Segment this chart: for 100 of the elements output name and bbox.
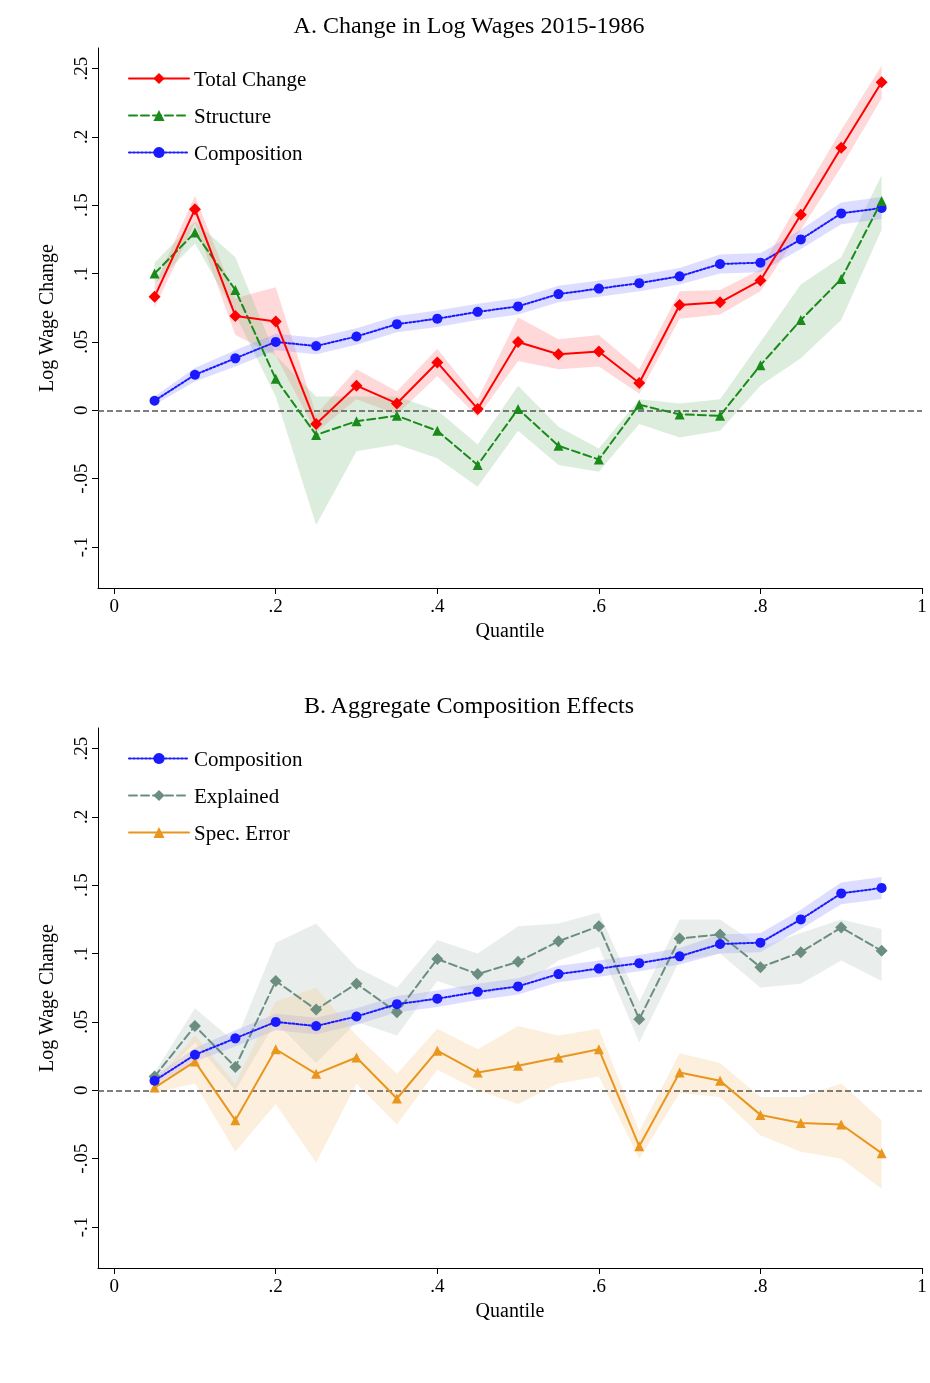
x-tick-label: .8 [753, 595, 768, 616]
point [351, 331, 362, 342]
point [472, 1067, 483, 1078]
point [148, 290, 161, 303]
point [674, 409, 685, 420]
point [512, 335, 525, 348]
point [391, 410, 402, 421]
y-tick-label: .2 [70, 809, 91, 824]
y-tick-label: .25 [70, 736, 91, 761]
point [633, 1013, 646, 1026]
point [270, 1016, 281, 1027]
point [431, 953, 444, 966]
point [553, 969, 564, 980]
x-tick-label: .8 [753, 1275, 768, 1296]
point [229, 1061, 242, 1074]
point [755, 360, 766, 371]
point [593, 454, 604, 465]
x-tick-label: .6 [591, 1275, 606, 1296]
point [715, 1075, 726, 1086]
point [471, 402, 484, 415]
point [715, 939, 726, 949]
point [755, 257, 766, 268]
point [230, 353, 241, 364]
point [432, 993, 443, 1004]
point [714, 296, 727, 309]
point [875, 76, 888, 89]
point [673, 299, 686, 312]
point [836, 208, 847, 219]
point [269, 974, 282, 987]
point [553, 289, 564, 300]
point [149, 1075, 160, 1086]
point [835, 141, 848, 154]
x-axis-title: Quantile [475, 618, 545, 641]
point [431, 356, 444, 369]
point [351, 416, 362, 427]
legend-label: Explained [194, 783, 280, 808]
y-axis-title: Log Wage Change [35, 923, 58, 1072]
point [512, 955, 525, 968]
point [149, 395, 160, 406]
point [674, 951, 685, 962]
legend-label: Composition [194, 746, 304, 771]
point [513, 981, 524, 992]
y-tick-label: -.05 [70, 1143, 91, 1174]
point [876, 882, 887, 893]
point [432, 1045, 443, 1056]
point [592, 920, 605, 933]
point [876, 1148, 887, 1159]
point [350, 379, 363, 392]
point [715, 259, 726, 269]
point [795, 234, 806, 245]
y-tick-label: 0 [70, 1085, 91, 1096]
point [592, 345, 605, 358]
point [875, 944, 888, 957]
point [795, 914, 806, 925]
chart-title: A. Change in Log Wages 2015-1986 [293, 12, 645, 38]
point [229, 309, 242, 322]
point [390, 397, 403, 410]
y-tick-label: .05 [70, 330, 91, 354]
y-tick-label: .15 [70, 193, 91, 218]
point [552, 348, 565, 361]
y-tick-label: -.05 [70, 463, 91, 494]
point [189, 227, 200, 238]
legend-label: Composition [194, 140, 304, 165]
point [794, 946, 807, 959]
point [714, 928, 727, 941]
point [188, 1020, 201, 1033]
point [391, 1093, 402, 1104]
x-axis-title: Quantile [475, 1298, 545, 1321]
point [513, 1060, 524, 1071]
point [310, 417, 323, 430]
point [189, 1049, 200, 1060]
chart-title: B. Aggregate Composition Effects [303, 692, 635, 718]
point [634, 1141, 645, 1152]
point [270, 1044, 281, 1055]
point [432, 425, 443, 436]
point [673, 932, 686, 945]
point [795, 315, 806, 326]
point [593, 1044, 604, 1055]
point [391, 319, 402, 330]
point [754, 274, 767, 287]
legend-label: Spec. Error [194, 820, 290, 845]
point [351, 1052, 362, 1063]
x-tick-label: .4 [430, 1275, 445, 1296]
point [634, 958, 645, 969]
legend-label: Total Change [194, 66, 307, 91]
x-tick-label: .6 [591, 595, 606, 616]
point [513, 301, 524, 312]
point [754, 961, 767, 974]
y-tick-label: .05 [70, 1010, 91, 1034]
point [230, 1033, 241, 1044]
x-tick-label: .4 [430, 595, 445, 616]
x-tick-label: .2 [268, 595, 283, 616]
y-tick-label: .15 [70, 873, 91, 898]
point [674, 1067, 685, 1078]
point [391, 999, 402, 1010]
point [350, 977, 363, 990]
x-tick-label: 0 [109, 595, 119, 616]
point [513, 403, 524, 414]
point [471, 968, 484, 981]
x-tick-label: 1 [917, 1275, 927, 1296]
